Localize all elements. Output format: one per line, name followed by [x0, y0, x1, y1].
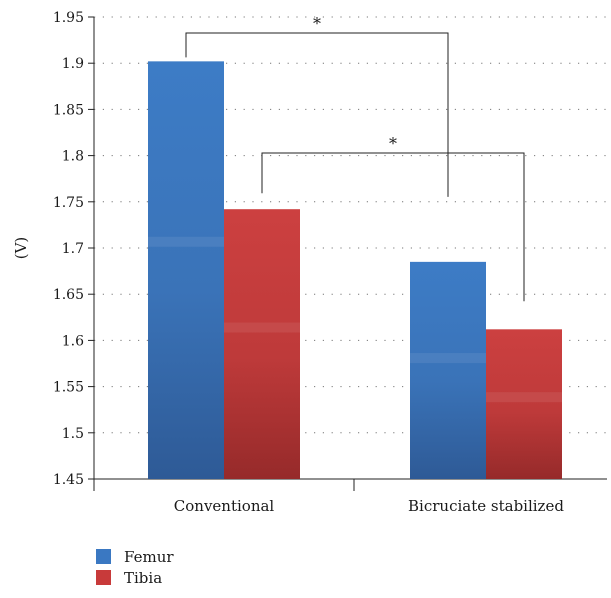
bar-sheen — [148, 236, 224, 247]
femur-bracket-star: * — [313, 14, 321, 33]
bar-sheen — [486, 392, 562, 403]
y-tick-label: 1.9 — [62, 56, 84, 72]
tibia-bracket-star: * — [389, 134, 397, 153]
x-category-label: Conventional — [174, 497, 275, 515]
y-tick-label: 1.95 — [53, 10, 84, 26]
y-axis-label: (V) — [12, 237, 30, 260]
y-tick-label: 1.8 — [62, 149, 84, 165]
bar-sheen — [410, 353, 486, 364]
bar-tibia-0 — [224, 209, 300, 479]
legend-label-femur: Femur — [124, 548, 174, 566]
y-tick-label: 1.5 — [62, 426, 84, 442]
y-tick-label: 1.45 — [53, 472, 84, 488]
y-tick-label: 1.55 — [53, 380, 84, 396]
x-category-label: Bicruciate stabilized — [408, 497, 564, 515]
y-tick-label: 1.75 — [53, 195, 84, 211]
y-tick-label: 1.85 — [53, 102, 84, 118]
bar-femur-0 — [148, 61, 224, 480]
y-tick-label: 1.65 — [53, 287, 84, 303]
legend-swatch-femur — [96, 549, 111, 564]
legend-swatch-tibia — [96, 570, 111, 585]
legend: Femur Tibia — [96, 548, 174, 587]
bar-femur-1 — [410, 261, 486, 479]
significance-brackets: ** — [185, 14, 525, 302]
y-tick-label: 1.6 — [62, 333, 84, 349]
bars — [148, 61, 562, 480]
bar-sheen — [224, 322, 300, 333]
tibia-bracket-line — [261, 152, 525, 302]
bar-tibia-1 — [486, 329, 562, 479]
y-tick-label: 1.7 — [62, 241, 84, 257]
legend-label-tibia: Tibia — [124, 569, 162, 587]
femur-bracket-line — [185, 32, 449, 197]
axis-labels: 1.45 1.5 1.55 1.6 1.65 1.7 1.75 1.8 1.85 1.9 1.95 C… — [12, 10, 564, 515]
